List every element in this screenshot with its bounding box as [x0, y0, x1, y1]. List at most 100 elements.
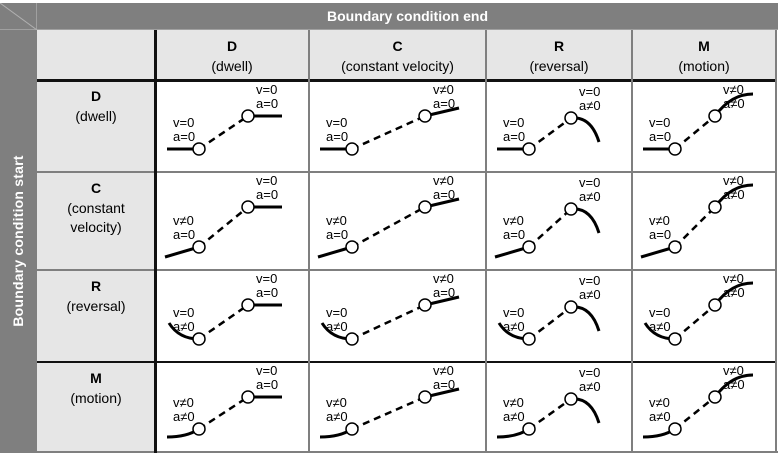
svg-text:v≠0: v≠0	[433, 271, 454, 286]
svg-text:a=0: a=0	[326, 129, 348, 144]
svg-text:a≠0: a≠0	[503, 319, 525, 334]
diagram-cell: v≠0 a=0 v≠0 a≠0	[633, 173, 775, 269]
row-key: D	[90, 88, 102, 104]
col-header-c: C (constant velocity)	[309, 30, 486, 80]
svg-text:a=0: a=0	[649, 227, 671, 242]
row-sub: (reversal)	[66, 298, 126, 314]
diagram-cell: v=0 a≠0 v≠0 a=0	[310, 271, 485, 361]
motion-curve-icon: v=0a=0v≠0a=0	[320, 82, 460, 156]
svg-text:a=0: a=0	[326, 227, 348, 242]
diagram-cell: v≠0 a=0 v≠0 a=0	[310, 173, 485, 269]
corner-cell	[0, 2, 38, 31]
row-sub: (motion)	[70, 390, 122, 406]
svg-text:v=0: v=0	[579, 365, 600, 380]
svg-text:a=0: a=0	[433, 285, 455, 300]
row-header-d: D (dwell)	[37, 80, 155, 172]
svg-text:a≠0: a≠0	[723, 377, 745, 392]
motion-curve-icon: v≠0a=0v≠0a=0	[317, 173, 460, 259]
grid-line	[308, 30, 310, 453]
motion-curve-icon: v=0a=0v=0a=0	[167, 82, 282, 156]
svg-text:v≠0: v≠0	[723, 271, 744, 286]
row-key: C	[90, 180, 102, 196]
row-sub: (constant velocity)	[67, 200, 125, 235]
motion-curve-icon: v=0a≠0v=0a≠0	[497, 273, 601, 346]
grid-line	[154, 30, 157, 453]
svg-text:a=0: a=0	[173, 129, 195, 144]
svg-text:a≠0: a≠0	[723, 285, 745, 300]
motion-curve-icon: v≠0a≠0v≠0a=0	[319, 363, 460, 439]
svg-text:v≠0: v≠0	[433, 173, 454, 188]
diagram-cell: v=0 a=0 v≠0 a=0	[310, 82, 485, 171]
svg-text:a=0: a=0	[256, 187, 278, 202]
col-header-d: D (dwell)	[155, 30, 309, 80]
svg-text:a≠0: a≠0	[579, 189, 601, 204]
header-boundary-end: Boundary condition end	[37, 3, 778, 30]
row-key: R	[90, 278, 102, 294]
svg-text:a≠0: a≠0	[579, 98, 601, 113]
col-key: C	[392, 38, 403, 54]
svg-text:a=0: a=0	[433, 187, 455, 202]
svg-text:v=0: v=0	[256, 363, 277, 378]
diagram-cell: v≠0 a=0 v=0 a≠0	[487, 173, 631, 269]
svg-text:v=0: v=0	[649, 115, 670, 130]
svg-text:v=0: v=0	[256, 82, 277, 97]
svg-text:a=0: a=0	[256, 96, 278, 111]
svg-text:a=0: a=0	[649, 129, 671, 144]
svg-text:v=0: v=0	[326, 305, 347, 320]
grid-line	[37, 29, 778, 30]
svg-text:a=0: a=0	[433, 377, 455, 392]
svg-text:a=0: a=0	[256, 285, 278, 300]
svg-text:a≠0: a≠0	[173, 319, 195, 334]
motion-curve-icon: v≠0a≠0v≠0a≠0	[642, 363, 754, 439]
row-header-m: M (motion)	[37, 362, 155, 453]
grid-line	[37, 79, 776, 82]
motion-curve-icon: v=0a=0 v≠0a≠0	[643, 82, 754, 156]
diagonal-divider-icon	[0, 2, 38, 31]
svg-text:v=0: v=0	[173, 115, 194, 130]
svg-text:v=0: v=0	[256, 271, 277, 286]
svg-text:v≠0: v≠0	[433, 82, 454, 97]
svg-text:v≠0: v≠0	[649, 213, 670, 228]
col-header-r: R (reversal)	[486, 30, 632, 80]
svg-text:a≠0: a≠0	[579, 379, 601, 394]
svg-text:a≠0: a≠0	[326, 319, 348, 334]
svg-text:v≠0: v≠0	[649, 395, 670, 410]
svg-text:v=0: v=0	[173, 305, 194, 320]
grid-line	[37, 269, 776, 271]
motion-curve-icon: v≠0a=0v=0a=0	[164, 173, 282, 259]
svg-text:v=0: v=0	[503, 305, 524, 320]
row-header-r: R (reversal)	[37, 270, 155, 362]
diagram-cell: v=0 a=0 v=0 a=0	[157, 82, 308, 171]
motion-curve-icon: v≠0a≠0 v=0a=0	[166, 363, 282, 439]
col-key: D	[226, 38, 238, 54]
motion-curve-icon: v≠0a≠0v=0a≠0	[496, 365, 601, 439]
svg-text:v=0: v=0	[579, 175, 600, 190]
diagram-cell: v=0 a≠0 v=0 a≠0	[487, 271, 631, 361]
grid-line	[775, 30, 777, 453]
diagram-cell: v=0 a=0 v=0 a≠0	[487, 82, 631, 171]
svg-text:v=0: v=0	[649, 305, 670, 320]
grid-line	[37, 171, 776, 173]
side-bar	[0, 30, 37, 453]
col-sub: (dwell)	[211, 58, 253, 74]
motion-curve-icon: v≠0a=0v≠0a≠0	[640, 173, 754, 259]
diagram-cell: v≠0 a=0 v=0 a=0	[157, 173, 308, 269]
row-key: M	[90, 370, 102, 386]
motion-curve-icon: v=0a=0v=0a≠0	[497, 84, 601, 156]
motion-curve-icon: v=0a≠0v≠0a≠0	[643, 271, 754, 346]
svg-text:v≠0: v≠0	[326, 213, 347, 228]
motion-curve-icon: v=0a≠0v=0a=0	[167, 271, 282, 346]
svg-text:v=0: v=0	[503, 115, 524, 130]
svg-text:a≠0: a≠0	[723, 187, 745, 202]
svg-text:v≠0: v≠0	[326, 395, 347, 410]
empty-header-cell	[37, 30, 155, 80]
col-sub: (constant velocity)	[341, 58, 454, 74]
svg-text:v≠0: v≠0	[723, 82, 744, 97]
grid-line	[37, 361, 776, 363]
grid-line	[37, 451, 778, 453]
diagram-cell: v≠0 a≠0 v=0 a≠0	[487, 363, 631, 451]
svg-text:v≠0: v≠0	[173, 213, 194, 228]
svg-text:a≠0: a≠0	[723, 96, 745, 111]
grid-line	[485, 30, 487, 453]
